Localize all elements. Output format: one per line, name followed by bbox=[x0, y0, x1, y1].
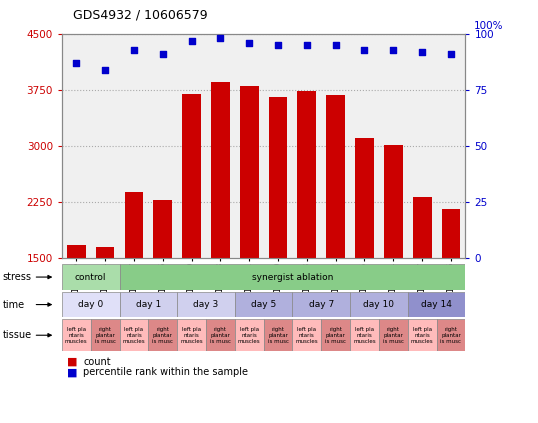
Point bbox=[274, 42, 282, 49]
Text: ■: ■ bbox=[67, 367, 78, 377]
Bar bbox=[62, 319, 91, 351]
Bar bbox=[298, 91, 316, 370]
Text: left pla
ntaris
muscles: left pla ntaris muscles bbox=[295, 327, 318, 343]
Text: right
plantar
is musc: right plantar is musc bbox=[210, 327, 231, 343]
Text: control: control bbox=[75, 272, 107, 282]
Bar bbox=[148, 319, 177, 351]
Point bbox=[418, 48, 427, 55]
Text: left pla
ntaris
muscles: left pla ntaris muscles bbox=[65, 327, 88, 343]
Text: left pla
ntaris
muscles: left pla ntaris muscles bbox=[123, 327, 145, 343]
Bar bbox=[327, 95, 345, 370]
Text: day 7: day 7 bbox=[309, 300, 334, 309]
Point bbox=[331, 42, 340, 49]
Bar bbox=[62, 292, 119, 317]
Bar bbox=[436, 319, 465, 351]
Text: left pla
ntaris
muscles: left pla ntaris muscles bbox=[411, 327, 434, 343]
Point bbox=[72, 60, 81, 66]
Bar bbox=[235, 319, 264, 351]
Text: right
plantar
is musc: right plantar is musc bbox=[95, 327, 116, 343]
Text: right
plantar
is musc: right plantar is musc bbox=[441, 327, 462, 343]
Text: right
plantar
is musc: right plantar is musc bbox=[325, 327, 346, 343]
Text: left pla
ntaris
muscles: left pla ntaris muscles bbox=[238, 327, 260, 343]
Text: 100%: 100% bbox=[473, 21, 503, 31]
Point bbox=[158, 51, 167, 58]
Point bbox=[447, 51, 455, 58]
Bar bbox=[240, 86, 259, 370]
Point bbox=[245, 39, 253, 46]
Text: count: count bbox=[83, 357, 111, 367]
Text: day 0: day 0 bbox=[78, 300, 103, 309]
Bar bbox=[211, 82, 230, 370]
Point bbox=[360, 46, 369, 53]
Text: left pla
ntaris
muscles: left pla ntaris muscles bbox=[353, 327, 376, 343]
Bar bbox=[177, 319, 206, 351]
Bar bbox=[350, 292, 408, 317]
Bar bbox=[321, 319, 350, 351]
Bar bbox=[408, 292, 465, 317]
Bar bbox=[125, 192, 143, 370]
Bar bbox=[408, 319, 436, 351]
Bar bbox=[119, 264, 465, 290]
Text: day 1: day 1 bbox=[136, 300, 161, 309]
Bar bbox=[293, 292, 350, 317]
Bar bbox=[153, 200, 172, 370]
Bar bbox=[293, 319, 321, 351]
Text: time: time bbox=[3, 299, 25, 310]
Point bbox=[389, 46, 398, 53]
Bar bbox=[350, 319, 379, 351]
Text: ■: ■ bbox=[67, 357, 78, 367]
Point bbox=[130, 46, 138, 53]
Text: stress: stress bbox=[3, 272, 32, 282]
Bar bbox=[268, 97, 287, 370]
Bar bbox=[206, 319, 235, 351]
Text: left pla
ntaris
muscles: left pla ntaris muscles bbox=[180, 327, 203, 343]
Text: day 5: day 5 bbox=[251, 300, 276, 309]
Point bbox=[187, 37, 196, 44]
Bar bbox=[264, 319, 293, 351]
Bar bbox=[235, 292, 293, 317]
Text: tissue: tissue bbox=[3, 330, 32, 340]
Text: day 10: day 10 bbox=[363, 300, 394, 309]
Point bbox=[216, 35, 225, 42]
Bar bbox=[119, 319, 148, 351]
Text: GDS4932 / 10606579: GDS4932 / 10606579 bbox=[73, 8, 207, 21]
Bar bbox=[62, 264, 119, 290]
Bar bbox=[177, 292, 235, 317]
Text: synergist ablation: synergist ablation bbox=[252, 272, 333, 282]
Bar bbox=[413, 197, 431, 370]
Bar bbox=[119, 292, 177, 317]
Text: percentile rank within the sample: percentile rank within the sample bbox=[83, 367, 249, 377]
Text: right
plantar
is musc: right plantar is musc bbox=[383, 327, 404, 343]
Bar bbox=[442, 209, 461, 370]
Bar bbox=[67, 244, 86, 370]
Point bbox=[302, 42, 311, 49]
Bar bbox=[379, 319, 408, 351]
Bar bbox=[182, 93, 201, 370]
Text: right
plantar
is musc: right plantar is musc bbox=[152, 327, 173, 343]
Bar bbox=[355, 138, 374, 370]
Point bbox=[101, 66, 109, 73]
Text: day 3: day 3 bbox=[193, 300, 218, 309]
Bar bbox=[384, 145, 402, 370]
Text: day 14: day 14 bbox=[421, 300, 452, 309]
Bar bbox=[91, 319, 119, 351]
Bar bbox=[96, 247, 115, 370]
Text: right
plantar
is musc: right plantar is musc bbox=[267, 327, 288, 343]
